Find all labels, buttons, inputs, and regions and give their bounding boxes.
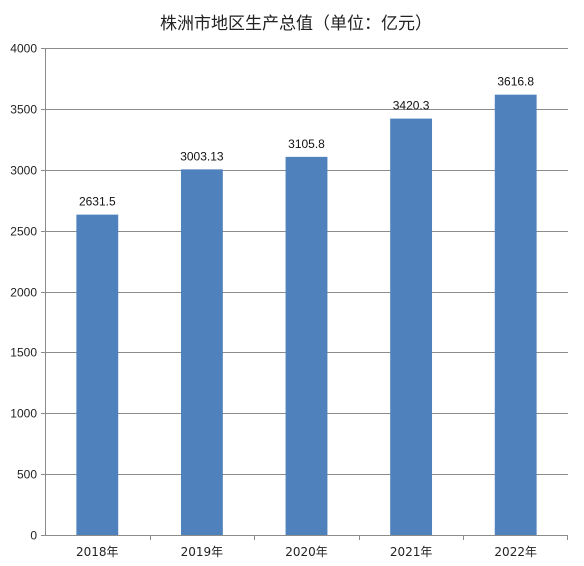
data-label: 3003.13 [180, 149, 224, 163]
y-tick-label: 1000 [10, 407, 37, 421]
data-label: 3105.8 [288, 137, 325, 151]
x-tick-label: 2019年 [181, 545, 224, 559]
bar [180, 169, 223, 535]
y-tick-label: 1500 [10, 346, 37, 360]
y-tick-label: 3000 [10, 164, 37, 178]
bar [390, 118, 433, 535]
y-tick-label: 0 [30, 529, 37, 543]
bars [76, 94, 537, 536]
x-tick-label: 2022年 [494, 545, 537, 559]
axes: 0 500 1000 1500 2000 2500 3000 3500 4000 2018年 201… [10, 42, 568, 559]
x-tick-label: 2021年 [390, 545, 433, 559]
y-tick-label: 2500 [10, 225, 37, 239]
data-label: 2631.5 [79, 195, 116, 209]
bar [76, 214, 119, 535]
x-tick-label: 2018年 [76, 545, 119, 559]
y-tick-label: 3500 [10, 103, 37, 117]
y-tick-label: 2000 [10, 286, 37, 300]
y-tick-label: 4000 [10, 42, 37, 56]
data-label: 3616.8 [497, 75, 534, 89]
data-labels: 2631.5 3003.13 3105.8 3420.3 3616.8 [79, 75, 534, 209]
data-label: 3420.3 [393, 99, 430, 113]
chart-title: 株洲市地区生产总值（单位：亿元） [160, 14, 432, 34]
bar [285, 156, 328, 536]
bar [494, 94, 537, 535]
x-tick-label: 2020年 [285, 545, 328, 559]
y-tick-label: 500 [17, 468, 37, 482]
